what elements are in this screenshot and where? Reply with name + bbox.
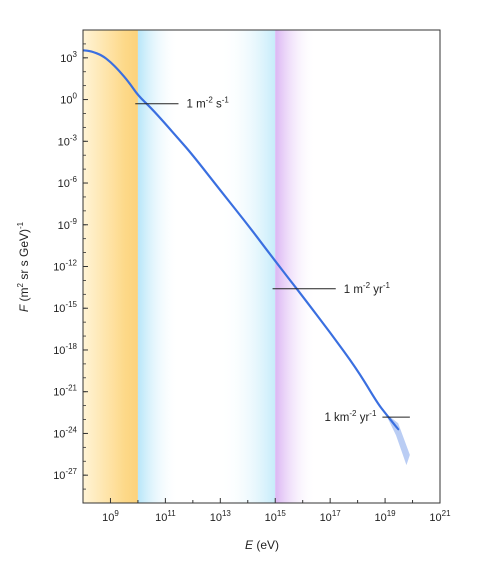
energy-band-orange [83,30,138,503]
flux-reference-label: 1 m-2 s-1 [186,96,229,111]
y-tick-label: 10-9 [58,217,78,232]
y-tick-label: 10-6 [58,175,78,190]
annotations-layer: 1 m-2 s-1 1 m-2 yr-1 1 km-2 yr-1 [135,96,410,424]
x-tick-label: 1021 [429,509,451,524]
flux-reference-label: 1 km-2 yr-1 [324,409,376,424]
y-tick-label: 100 [60,92,77,107]
x-tick-label: 1013 [210,509,232,524]
y-tick-label: 10-27 [53,467,77,482]
energy-band-violet [275,30,316,503]
energy-band-cyan [220,30,276,503]
x-tick-label: 1015 [265,509,287,524]
y-tick-label: 10-21 [53,384,77,399]
x-axis-ticks: 109 1011 1013 1015 1017 1019 1021 [82,498,451,524]
x-axis-label: E (eV) [245,538,279,552]
energy-bands [83,30,316,503]
y-tick-label: 10-24 [53,425,77,440]
x-tick-label: 1019 [374,509,396,524]
x-tick-label: 109 [102,509,119,524]
x-axis-variable: E [245,538,254,552]
flux-reference-label: 1 m-2 yr-1 [344,281,391,296]
spectrum-uncertainty-tail [385,412,410,466]
y-axis-unit-rest: sr s GeV) [17,229,31,283]
x-tick-label: 1011 [155,509,176,524]
y-axis-variable: F [17,304,31,312]
y-axis-unit-rest-exp: -1 [16,221,25,229]
x-axis-unit: (eV) [253,538,279,552]
spectrum-series-line [83,49,400,431]
y-tick-label: 10-15 [53,300,77,315]
series-layer [83,49,410,466]
y-tick-label: 10-3 [58,133,78,148]
y-tick-label: 10-12 [53,259,77,274]
y-axis-unit: (m [17,287,31,304]
energy-band-cyan [137,30,179,503]
y-axis-unit-exp: 2 [16,282,25,287]
y-axis-label: F (m2 sr s GeV)-1 [16,221,31,312]
y-tick-label: 103 [60,50,77,65]
y-tick-label: 10-18 [53,342,77,357]
y-axis-ticks: 103 100 10-3 10-6 10-9 10-12 10-15 10-18 10-21 10… [53,43,88,490]
x-tick-label: 1017 [320,509,342,524]
